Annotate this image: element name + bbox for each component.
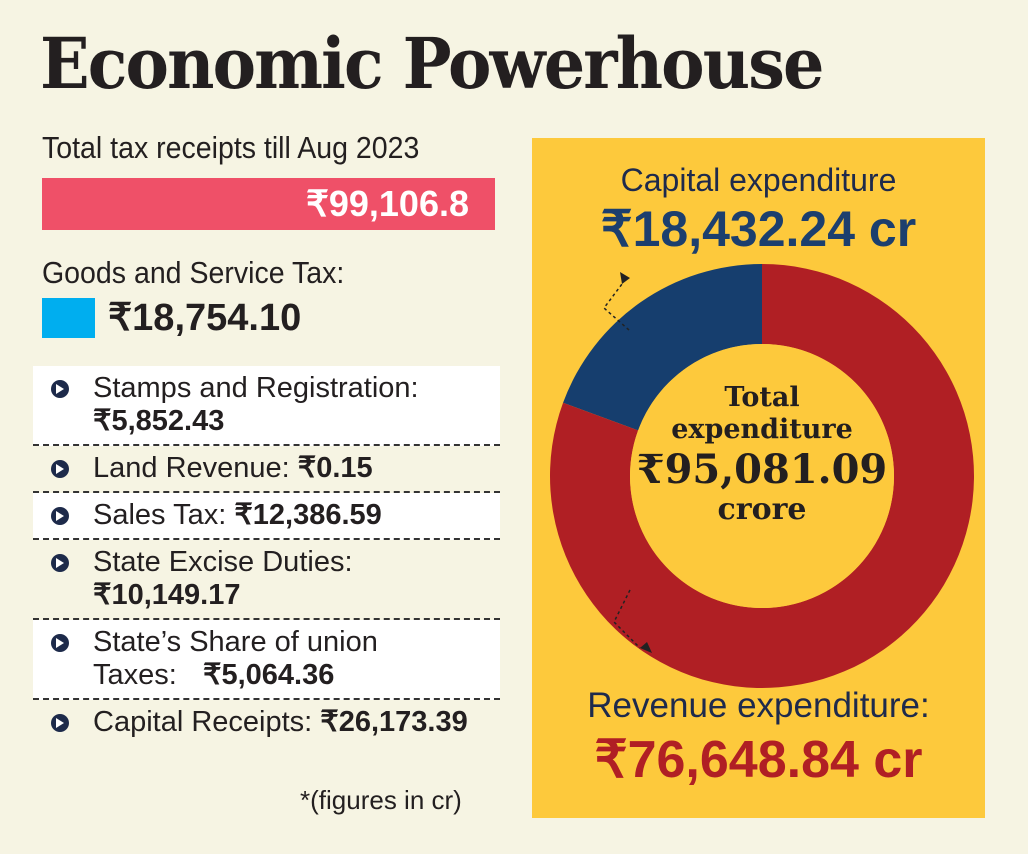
item-label: Land Revenue: bbox=[93, 452, 290, 484]
arrow-bullet-icon bbox=[51, 554, 69, 572]
donut-hole bbox=[630, 344, 894, 608]
list-item: State Excise Duties: ₹10,149.17 bbox=[33, 540, 500, 620]
list-item: Capital Receipts: ₹26,173.39 bbox=[33, 700, 500, 745]
gst-swatch bbox=[42, 298, 95, 338]
page-title: Economic Powerhouse bbox=[40, 22, 824, 105]
revenue-leader-arrow bbox=[613, 589, 641, 649]
donut-center-text: Total expenditure ₹95,081.09 crore bbox=[612, 382, 912, 526]
arrowhead-icon bbox=[640, 642, 652, 653]
item-value: ₹0.15 bbox=[297, 452, 373, 484]
expenditure-donut bbox=[550, 264, 974, 688]
list-item: State’s Share of union Taxes: ₹5,064.36 bbox=[33, 620, 500, 700]
arrow-bullet-icon bbox=[51, 714, 69, 732]
item-value: ₹12,386.59 bbox=[234, 499, 382, 531]
list-item: Sales Tax: ₹12,386.59 bbox=[33, 493, 500, 540]
donut-slice-capital bbox=[563, 264, 762, 431]
item-label: Sales Tax: bbox=[93, 499, 227, 531]
center-total: ₹95,081.09 bbox=[636, 446, 888, 493]
center-line: expenditure bbox=[671, 414, 853, 445]
item-value: ₹5,064.36 bbox=[203, 659, 335, 691]
revenue-expenditure-label: Revenue expenditure: bbox=[587, 686, 930, 725]
arrow-bullet-icon bbox=[51, 380, 69, 398]
revenue-expenditure-value: ₹76,648.84 cr bbox=[594, 731, 923, 789]
gst-label: Goods and Service Tax: bbox=[42, 255, 345, 290]
list-item: Land Revenue: ₹0.15 bbox=[33, 446, 500, 493]
item-value: ₹5,852.43 bbox=[93, 405, 225, 437]
arrow-bullet-icon bbox=[51, 507, 69, 525]
arrow-bullet-icon bbox=[51, 460, 69, 478]
tax-receipts-label: Total tax receipts till Aug 2023 bbox=[42, 130, 420, 165]
donut-slice-revenue bbox=[550, 264, 974, 688]
item-label: State Excise Duties: bbox=[93, 546, 353, 578]
footnote: *(figures in cr) bbox=[300, 785, 462, 815]
receipts-list: Stamps and Registration: ₹5,852.43 Land R… bbox=[33, 366, 500, 745]
capital-expenditure-label: Capital expenditure bbox=[620, 162, 897, 198]
arrow-bullet-icon bbox=[51, 634, 69, 652]
item-value: ₹10,149.17 bbox=[93, 579, 241, 611]
tax-receipts-value: ₹99,106.8 bbox=[42, 178, 495, 230]
capital-expenditure-value: ₹18,432.24 cr bbox=[600, 201, 917, 257]
list-item: Stamps and Registration: ₹5,852.43 bbox=[33, 366, 500, 446]
item-label: State’s Share of union Taxes: bbox=[93, 626, 378, 691]
item-label: Capital Receipts: bbox=[93, 706, 313, 738]
center-line: crore bbox=[717, 492, 807, 527]
item-label: Stamps and Registration: bbox=[93, 372, 419, 404]
item-value: ₹26,173.39 bbox=[320, 706, 468, 738]
arrowhead-icon bbox=[620, 272, 630, 284]
gst-value: ₹18,754.10 bbox=[108, 297, 302, 339]
center-line: Total bbox=[724, 382, 800, 413]
